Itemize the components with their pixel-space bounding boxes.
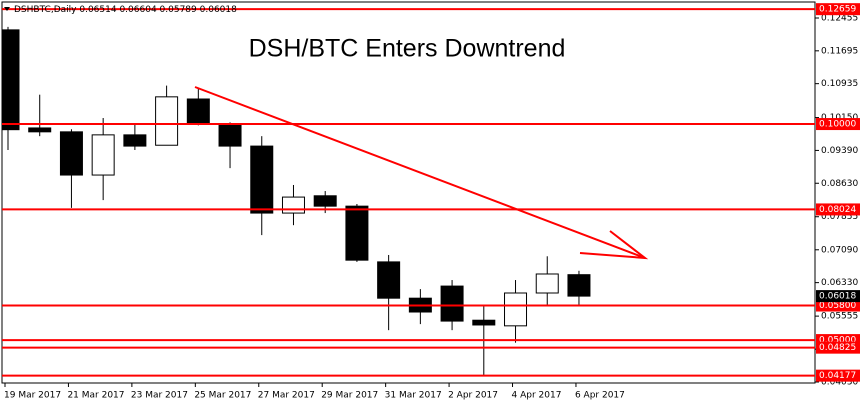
candle-body xyxy=(155,96,179,146)
header-value: 0.06604 xyxy=(119,5,156,15)
candle-body xyxy=(440,285,464,322)
candle-body xyxy=(313,195,337,207)
header-value: 0.06018 xyxy=(200,5,237,15)
x-tick-label: 27 Mar 2017 xyxy=(258,391,315,401)
candle-body xyxy=(377,261,401,299)
level-label: 0.08024 xyxy=(819,205,856,215)
candle-body xyxy=(250,145,274,214)
x-tick-label: 23 Mar 2017 xyxy=(131,391,188,401)
y-tick-label: 0.07090 xyxy=(821,245,858,255)
candle-body xyxy=(59,131,83,176)
header: DSHBTC,Daily 0.06514 0.06604 0.05789 0.0… xyxy=(4,5,237,15)
y-tick-label: 0.08630 xyxy=(821,179,858,189)
trend-line xyxy=(194,86,646,259)
x-tick-label: 2 Apr 2017 xyxy=(448,391,498,401)
x-tick-label: 6 Apr 2017 xyxy=(575,391,625,401)
plot-frame xyxy=(1,1,816,384)
trend-arrow xyxy=(194,86,649,260)
level-label-box xyxy=(816,369,860,382)
level-label: 0.05000 xyxy=(819,336,856,346)
x-tick-label: 4 Apr 2017 xyxy=(512,391,562,401)
last-price-box xyxy=(816,290,860,303)
y-tick-label: 0.09390 xyxy=(821,146,858,156)
level-label: 0.12659 xyxy=(819,5,856,15)
level-label: 0.04825 xyxy=(819,343,856,353)
header-text: DSHBTC,Daily 0.06514 0.06604 0.05789 0.0… xyxy=(14,5,237,15)
header-value: 0.05789 xyxy=(160,5,197,15)
level-label: 0.04177 xyxy=(819,371,856,381)
candle-body xyxy=(28,127,52,133)
header-icon xyxy=(4,7,10,11)
candle-body xyxy=(186,98,210,125)
x-tick-label: 29 Mar 2017 xyxy=(321,391,378,401)
plot-area xyxy=(2,8,815,377)
candle-body xyxy=(472,319,496,326)
candle-body xyxy=(535,273,559,294)
y-tick-label: 0.04030 xyxy=(821,378,858,388)
y-tick-label: 0.05555 xyxy=(821,312,858,322)
candle-body xyxy=(567,274,591,297)
candle-body xyxy=(345,205,369,261)
level-label-box xyxy=(816,203,860,216)
candle-body xyxy=(218,123,242,147)
y-tick-label: 0.10935 xyxy=(821,79,858,89)
y-tick-label: 0.12455 xyxy=(821,13,858,23)
level-label-box xyxy=(816,118,860,131)
level-label-box xyxy=(816,3,860,16)
level-label: 0.05800 xyxy=(819,301,856,311)
header-value: 0.06514 xyxy=(79,5,116,15)
y-tick-label: 0.11695 xyxy=(821,46,858,56)
level-label-box xyxy=(816,341,860,354)
axis-area: 0.124550.116950.109350.101500.093900.086… xyxy=(4,3,860,401)
arrow-head xyxy=(579,230,649,260)
chart-title: DSH/BTC Enters Downtrend xyxy=(249,35,566,63)
last-price-label: 0.06018 xyxy=(819,292,856,302)
y-tick-label: 0.07855 xyxy=(821,212,858,222)
level-label: 0.10000 xyxy=(819,120,856,130)
candle-body xyxy=(281,196,305,214)
level-label-box xyxy=(816,299,860,312)
x-tick-label: 25 Mar 2017 xyxy=(194,391,251,401)
x-tick-label: 21 Mar 2017 xyxy=(67,391,124,401)
header-value: DSHBTC,Daily xyxy=(14,5,77,15)
candle-body xyxy=(504,292,528,327)
x-tick-label: 31 Mar 2017 xyxy=(385,391,442,401)
y-tick-label: 0.06330 xyxy=(821,278,858,288)
x-tick-label: 19 Mar 2017 xyxy=(4,391,61,401)
candle-body xyxy=(2,29,20,131)
candle-body xyxy=(91,134,115,176)
candle-body xyxy=(123,134,147,147)
